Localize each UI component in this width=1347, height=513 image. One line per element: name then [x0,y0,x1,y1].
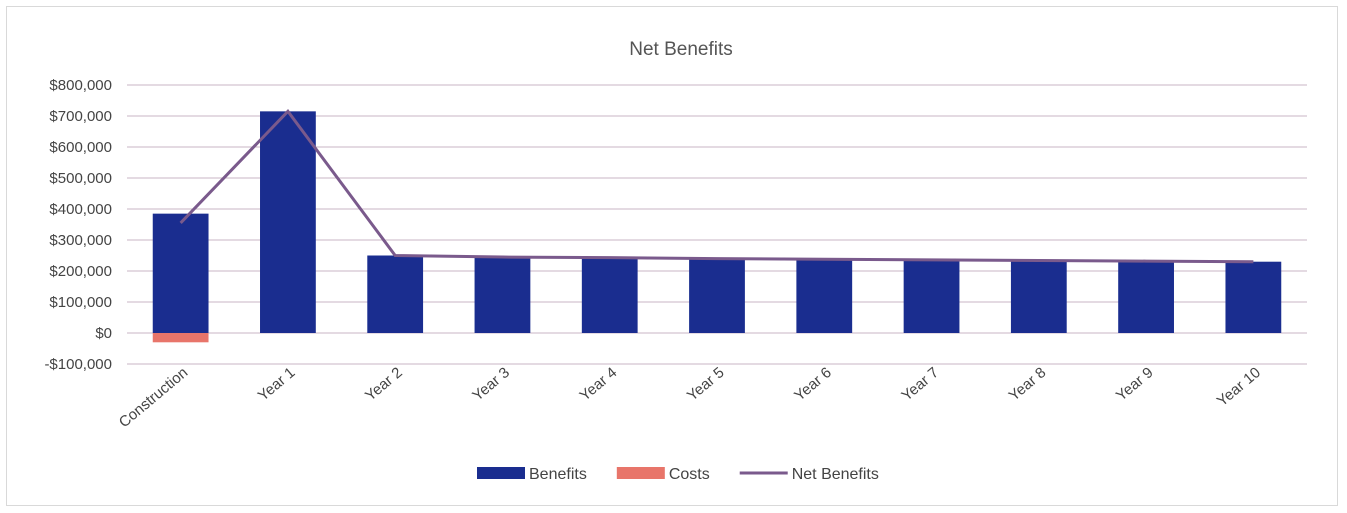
legend-item-net-benefits: Net Benefits [739,466,879,483]
legend-label: Costs [669,466,710,483]
benefits-bar [581,257,638,333]
y-tick-label: $200,000 [49,263,112,280]
x-tick-label: Year 4 [577,364,621,405]
legend-item-costs: Costs [616,466,710,483]
x-axis-ticks: Construction Year 1 Year 2 Year 3 Year 4 Year… [116,364,1264,431]
benefits-bar [689,258,745,333]
y-tick-label: $0 [95,325,112,342]
y-tick-label: $800,000 [49,77,112,94]
benefits-bar [152,213,209,333]
y-tick-label: $400,000 [49,201,112,218]
x-tick-label: Construction [116,364,191,431]
legend-swatch [477,467,525,479]
benefits-bar [474,257,531,333]
y-tick-label: $600,000 [49,139,112,156]
benefits-bar [903,259,960,333]
benefits-bar [1225,261,1282,333]
y-tick-label: $700,000 [49,108,112,125]
legend: Benefits Costs Net Benefits [477,466,879,483]
costs-bar [152,333,209,343]
benefits-bar [1010,260,1067,333]
benefits-bar [1118,261,1174,333]
y-tick-label: $500,000 [49,170,112,187]
legend-item-benefits: Benefits [477,466,587,483]
benefits-bar [260,111,316,333]
x-tick-label: Year 2 [362,364,406,405]
x-tick-label: Year 3 [469,364,513,405]
y-tick-label: $100,000 [49,294,112,311]
benefits-bar [367,255,424,333]
legend-label: Benefits [529,466,587,483]
x-tick-label: Year 6 [791,364,835,405]
benefits-bar [796,259,853,333]
x-tick-label: Year 1 [255,364,299,405]
legend-swatch [616,467,665,479]
y-axis-ticks: $800,000 $700,000 $600,000 $500,000 $400,000… [44,77,112,373]
net-benefits-line [179,109,1254,264]
x-tick-label: Year 9 [1113,364,1157,405]
chart-title: Net Benefits [629,39,733,60]
bars [152,111,1282,343]
chart-container: Net Benefits $800,000 $700,000 $600,000 $50… [6,6,1338,506]
y-tick-label: -$100,000 [44,356,112,373]
net-benefits-chart: Net Benefits $800,000 $700,000 $600,000 $50… [44,39,1307,483]
net-benefits-line-layer [179,109,1254,264]
legend-label: Net Benefits [792,466,879,483]
x-tick-label: Year 5 [684,364,728,405]
x-tick-label: Year 8 [1006,364,1050,405]
x-tick-label: Year 7 [898,364,942,405]
x-tick-label: Year 10 [1214,364,1264,410]
y-tick-label: $300,000 [49,232,112,249]
